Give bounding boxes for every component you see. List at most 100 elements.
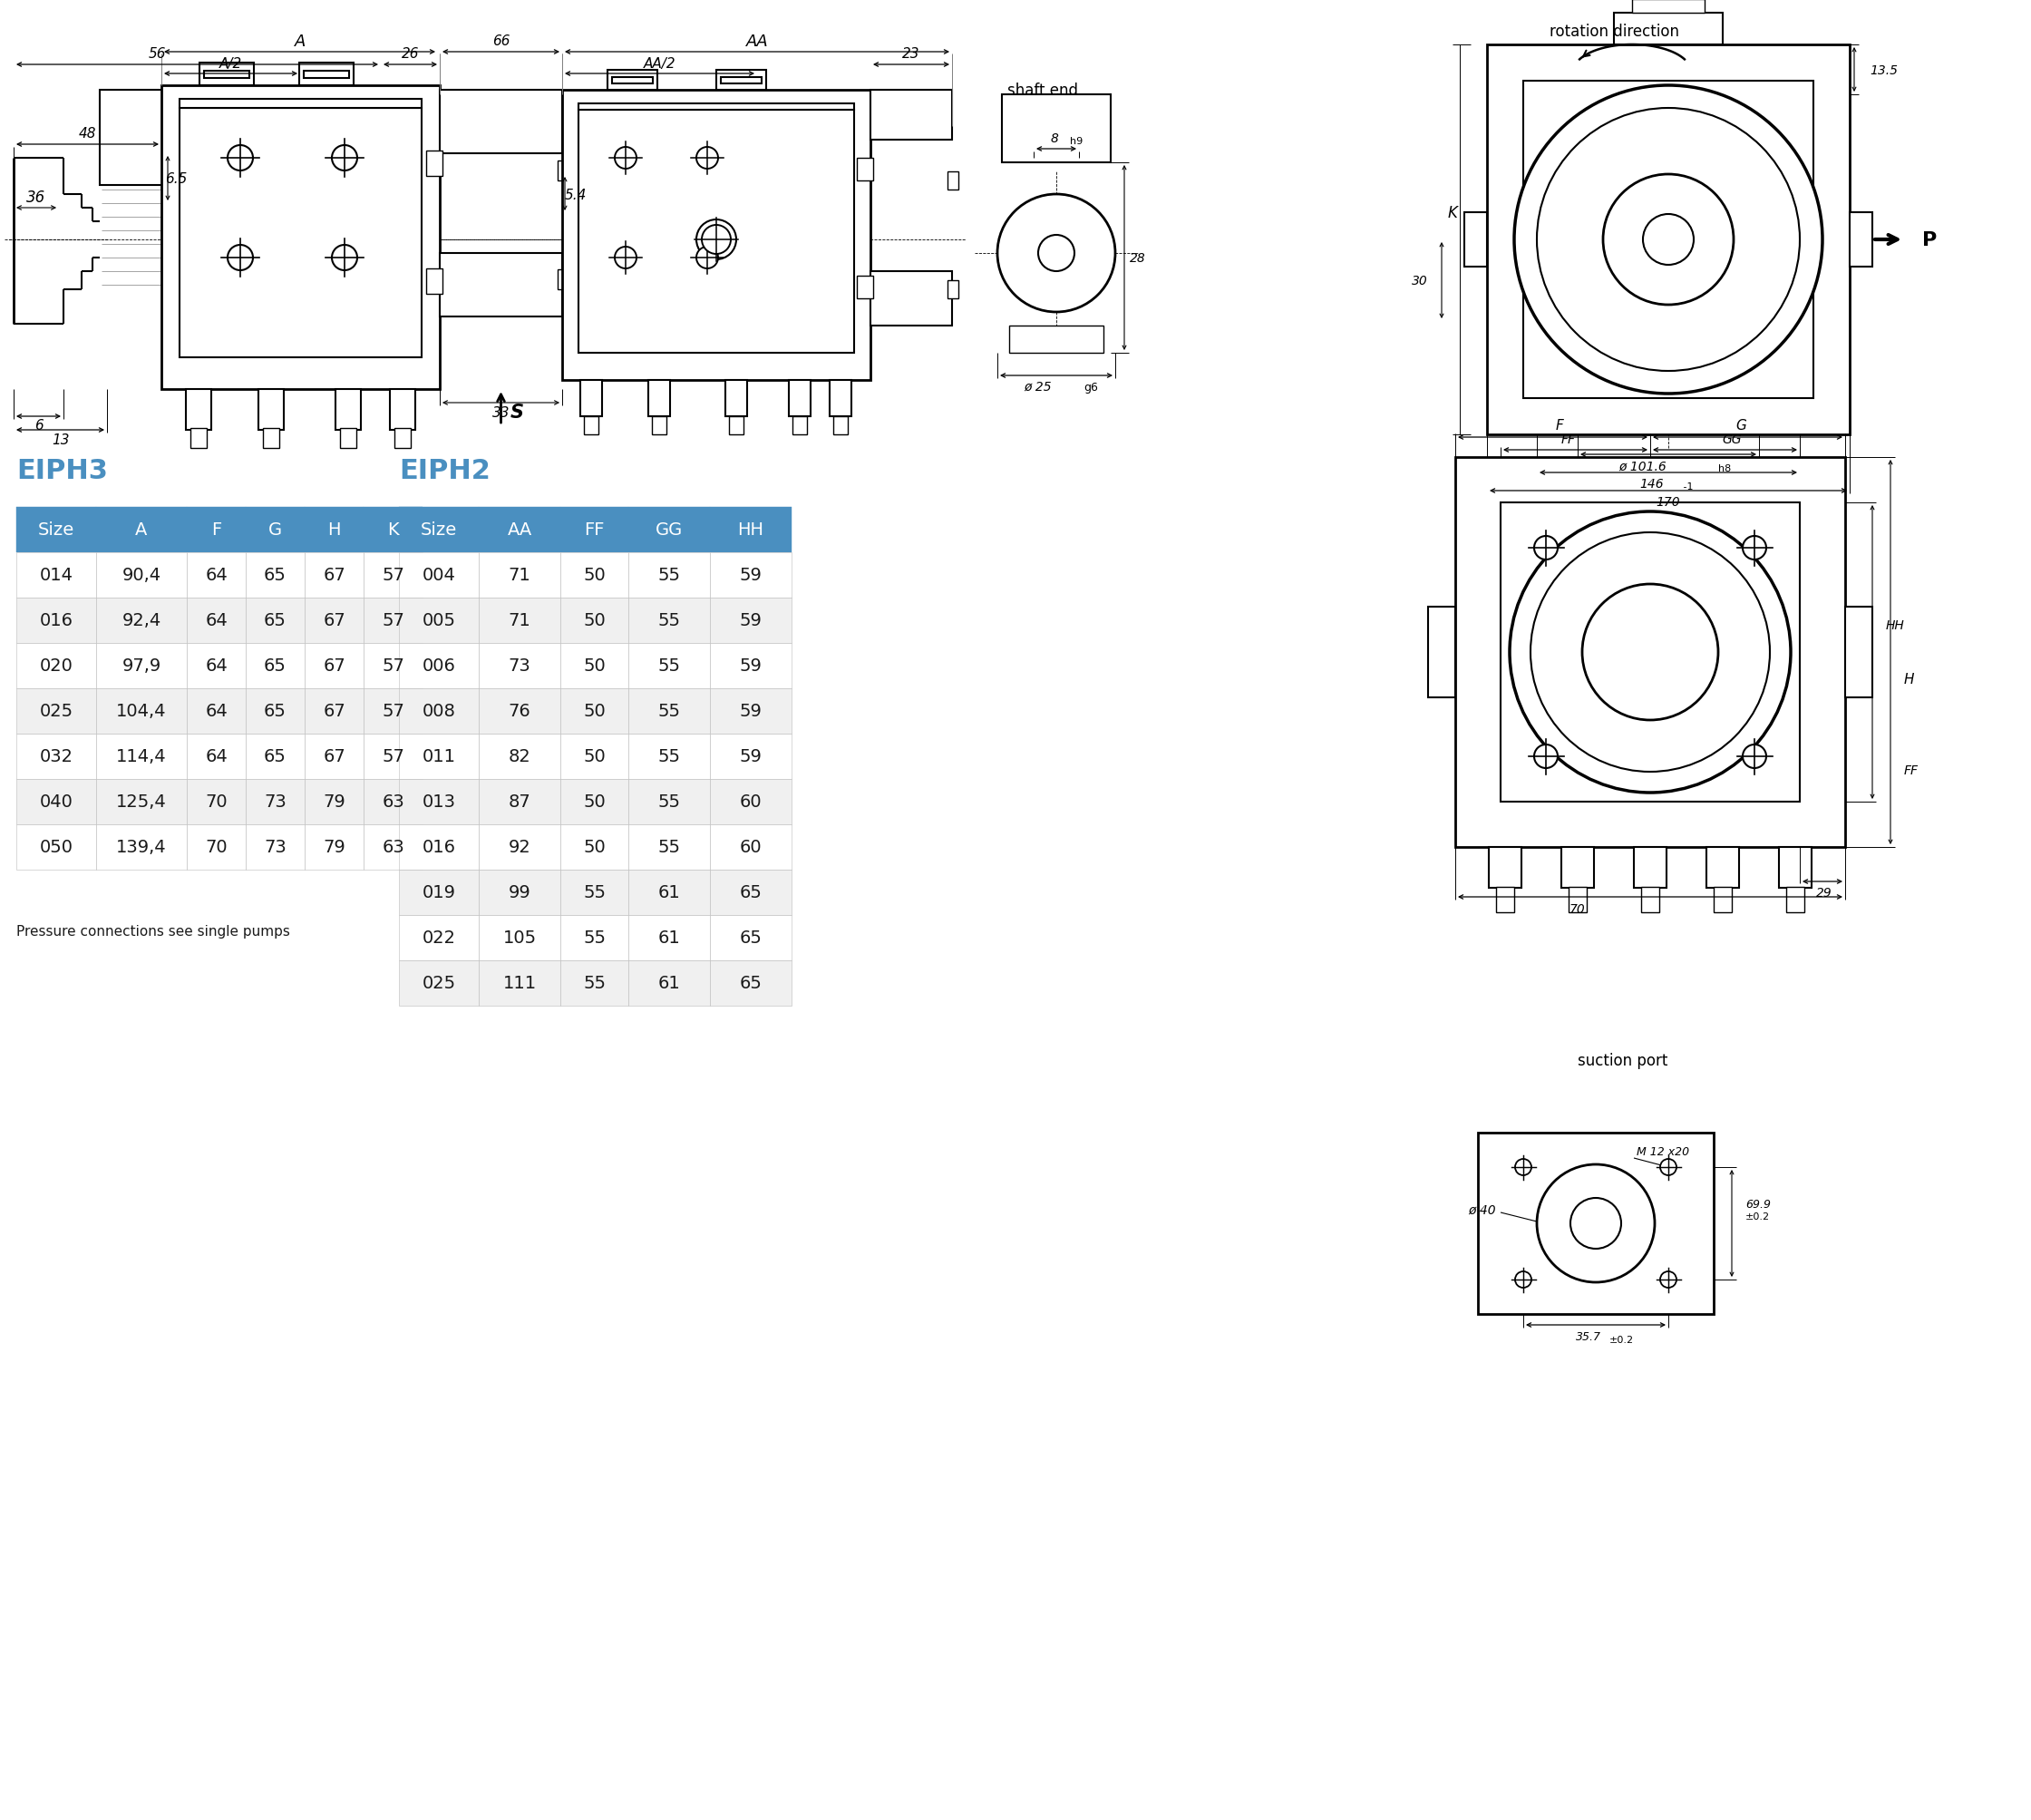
Text: 59: 59: [739, 612, 762, 630]
Text: 50: 50: [583, 748, 605, 766]
Circle shape: [615, 248, 636, 269]
Circle shape: [703, 226, 731, 255]
Bar: [648, 380, 670, 417]
Bar: [711, 508, 792, 553]
Text: 71: 71: [508, 568, 530, 584]
Text: F: F: [211, 522, 221, 539]
Text: 73: 73: [508, 657, 530, 675]
Bar: [1009, 326, 1103, 353]
Circle shape: [697, 147, 719, 169]
Bar: [364, 688, 422, 733]
Text: 65: 65: [739, 885, 762, 901]
Bar: [1785, 888, 1804, 912]
Bar: [628, 824, 711, 870]
Text: 73: 73: [264, 839, 286, 855]
Text: h8: h8: [1718, 464, 1730, 473]
Bar: [628, 779, 711, 824]
Bar: [427, 151, 443, 177]
Text: 50: 50: [583, 794, 605, 810]
Bar: [335, 389, 362, 431]
Text: 70: 70: [205, 839, 227, 855]
Text: suction port: suction port: [1578, 1052, 1667, 1068]
Bar: [871, 271, 953, 326]
Text: 36: 36: [26, 189, 47, 206]
Text: rotation direction: rotation direction: [1550, 24, 1680, 40]
Text: AA: AA: [745, 33, 768, 49]
Text: S: S: [510, 404, 524, 422]
Text: 025: 025: [422, 976, 455, 992]
Text: 97,9: 97,9: [122, 657, 160, 675]
Bar: [711, 553, 792, 599]
Bar: [948, 173, 959, 191]
Bar: [725, 380, 747, 417]
Bar: [1706, 848, 1739, 888]
Text: 004: 004: [422, 568, 455, 584]
Circle shape: [1743, 744, 1767, 768]
Text: 57: 57: [382, 703, 404, 721]
Text: 006: 006: [422, 657, 455, 675]
Bar: [246, 599, 305, 644]
Bar: [721, 78, 762, 84]
Circle shape: [615, 147, 636, 169]
Text: 61: 61: [658, 885, 680, 901]
Text: 63: 63: [382, 794, 404, 810]
Bar: [199, 64, 254, 86]
Text: 82: 82: [508, 748, 530, 766]
Circle shape: [697, 248, 719, 269]
Bar: [479, 688, 561, 733]
Text: 111: 111: [504, 976, 536, 992]
Text: 79: 79: [323, 794, 345, 810]
Bar: [179, 109, 422, 359]
Text: ø 25: ø 25: [1024, 380, 1052, 393]
Bar: [711, 779, 792, 824]
Bar: [16, 824, 95, 870]
Bar: [305, 599, 364, 644]
Bar: [398, 824, 479, 870]
Text: 57: 57: [382, 657, 404, 675]
Bar: [1641, 888, 1659, 912]
Text: 104,4: 104,4: [116, 703, 167, 721]
Circle shape: [1515, 86, 1822, 395]
Bar: [95, 644, 187, 688]
Bar: [833, 417, 847, 435]
Bar: [1714, 888, 1732, 912]
Text: 64: 64: [205, 703, 227, 721]
Circle shape: [1602, 175, 1734, 306]
Bar: [398, 508, 479, 553]
Bar: [398, 733, 479, 779]
Text: 90,4: 90,4: [122, 568, 160, 584]
Text: 50: 50: [583, 839, 605, 855]
Bar: [441, 253, 563, 317]
Text: 59: 59: [739, 657, 762, 675]
Bar: [717, 71, 766, 91]
Bar: [398, 779, 479, 824]
Bar: [479, 599, 561, 644]
Circle shape: [997, 195, 1115, 313]
Bar: [16, 599, 95, 644]
Text: 50: 50: [583, 568, 605, 584]
Bar: [1844, 608, 1873, 697]
Text: 67: 67: [323, 657, 345, 675]
Bar: [95, 508, 187, 553]
Bar: [1456, 457, 1844, 848]
Bar: [1850, 213, 1873, 268]
Circle shape: [1537, 109, 1799, 371]
Bar: [246, 779, 305, 824]
Text: 76: 76: [508, 703, 530, 721]
Bar: [579, 111, 855, 353]
Text: 92: 92: [508, 839, 530, 855]
Bar: [479, 508, 561, 553]
Bar: [563, 91, 871, 380]
Text: K: K: [388, 522, 398, 539]
Bar: [187, 779, 246, 824]
Circle shape: [1743, 537, 1767, 561]
Text: P: P: [1921, 231, 1938, 249]
Bar: [339, 430, 355, 450]
Bar: [479, 870, 561, 915]
Bar: [579, 104, 855, 111]
Bar: [561, 824, 628, 870]
Bar: [711, 915, 792, 961]
Bar: [364, 508, 422, 553]
Text: 040: 040: [39, 794, 73, 810]
Bar: [561, 870, 628, 915]
